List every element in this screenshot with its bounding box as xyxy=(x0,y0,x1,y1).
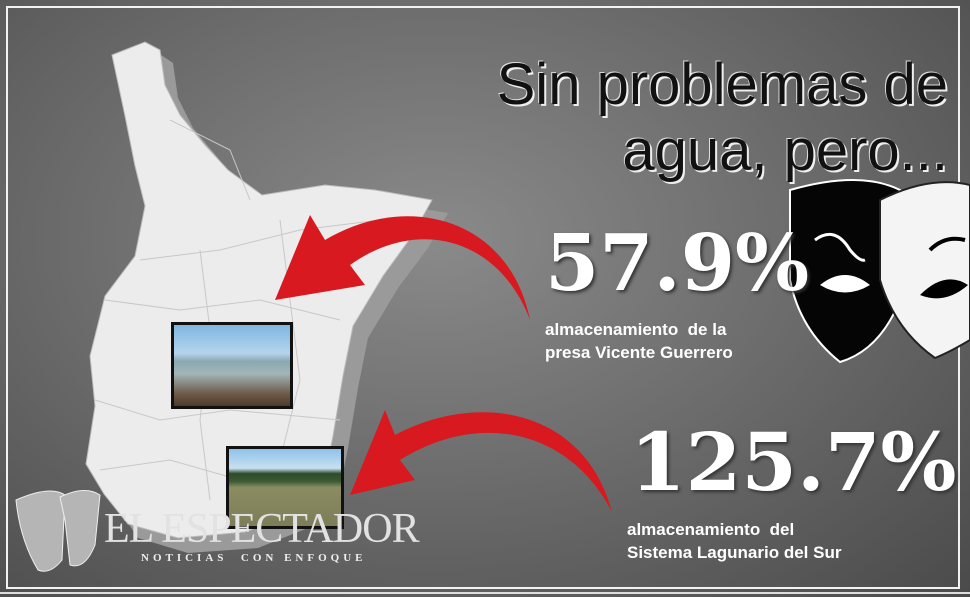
caption-line: Sistema Lagunario del Sur xyxy=(627,543,842,562)
headline: Sin problemas de agua, pero... xyxy=(497,52,948,184)
stat-caption-lagunario: almacenamiento del Sistema Lagunario del… xyxy=(627,518,841,564)
logo-tagline: NOTICIAS CON ENFOQUE xyxy=(141,552,367,564)
divider xyxy=(0,592,970,594)
headline-line1: Sin problemas de xyxy=(496,52,948,117)
caption-line: presa Vicente Guerrero xyxy=(545,343,733,362)
map-tamaulipas xyxy=(85,41,433,539)
map-municipal-borders xyxy=(94,119,381,501)
red-arrow-icon xyxy=(275,215,612,512)
photo-presa-vicente-guerrero xyxy=(171,322,293,409)
caption-line: almacenamiento del xyxy=(627,520,795,539)
logo-name: EL ESPECTADOR xyxy=(104,506,420,552)
logo-mask-icon xyxy=(15,490,101,572)
headline-line2: agua, pero... xyxy=(622,118,948,183)
stat-value-presa: 57.9% xyxy=(545,218,810,309)
theater-mask-icon xyxy=(789,179,970,364)
caption-line: almacenamiento de la xyxy=(545,320,727,339)
photo-sistema-lagunario xyxy=(226,446,344,529)
stat-value-lagunario: 125.7% xyxy=(630,415,957,509)
stat-caption-presa: almacenamiento de la presa Vicente Guerr… xyxy=(545,318,733,364)
